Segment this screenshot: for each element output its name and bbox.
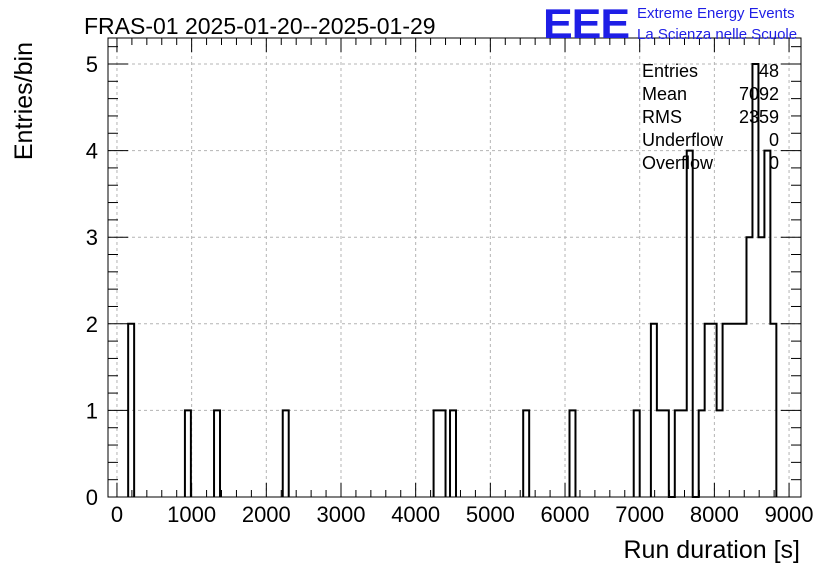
stat-label: Underflow: [642, 130, 724, 150]
y-tick-labels: 0 1 2 3 4 5: [86, 52, 98, 510]
stat-value: 0: [769, 153, 779, 173]
x-tick-label: 7000: [615, 502, 664, 527]
eee-logo: EEE Extreme Energy Events La Scienza nel…: [543, 0, 797, 47]
y-tick-label: 0: [86, 485, 98, 510]
y-tick-label: 2: [86, 312, 98, 337]
stat-value: 2359: [739, 107, 779, 127]
x-tick-label: 9000: [765, 502, 814, 527]
x-tick-label: 3000: [317, 502, 366, 527]
y-axis-label: Entries/bin: [10, 42, 38, 160]
y-tick-label: 1: [86, 398, 98, 423]
y-tick-label: 3: [86, 225, 98, 250]
x-tick-label: 4000: [391, 502, 440, 527]
x-tick-label: 5000: [466, 502, 515, 527]
axis-ticks: [108, 38, 801, 498]
stat-label: Entries: [642, 61, 698, 81]
x-tick-label: 6000: [541, 502, 590, 527]
logo-line-2: La Scienza nelle Scuole: [637, 26, 797, 43]
x-tick-label: 1000: [167, 502, 216, 527]
logo-line-1: Extreme Energy Events: [637, 5, 795, 22]
chart-title: FRAS-01 2025-01-20--2025-01-29: [84, 13, 436, 39]
x-tick-label: 0: [111, 502, 123, 527]
x-tick-labels: 0 1000 2000 3000 4000 5000 6000 7000 8000 9000: [111, 502, 814, 527]
stat-value: 7092: [739, 84, 779, 104]
stat-label: Overflow: [642, 153, 714, 173]
histogram-outline: [127, 62, 778, 498]
x-tick-label: 8000: [690, 502, 739, 527]
y-tick-label: 4: [86, 139, 98, 164]
y-tick-label: 5: [86, 52, 98, 77]
x-axis-label: Run duration [s]: [624, 536, 801, 564]
stat-value: 0: [769, 130, 779, 150]
plot-frame: [107, 37, 802, 498]
stats-box: Entries 48 Mean 7092 RMS 2359 Underflow 0 Overfl…: [642, 61, 779, 173]
x-tick-label: 2000: [242, 502, 291, 527]
stat-value: 48: [759, 61, 779, 81]
stat-label: Mean: [642, 84, 687, 104]
logo-mark: EEE: [543, 0, 629, 47]
stat-label: RMS: [642, 107, 682, 127]
